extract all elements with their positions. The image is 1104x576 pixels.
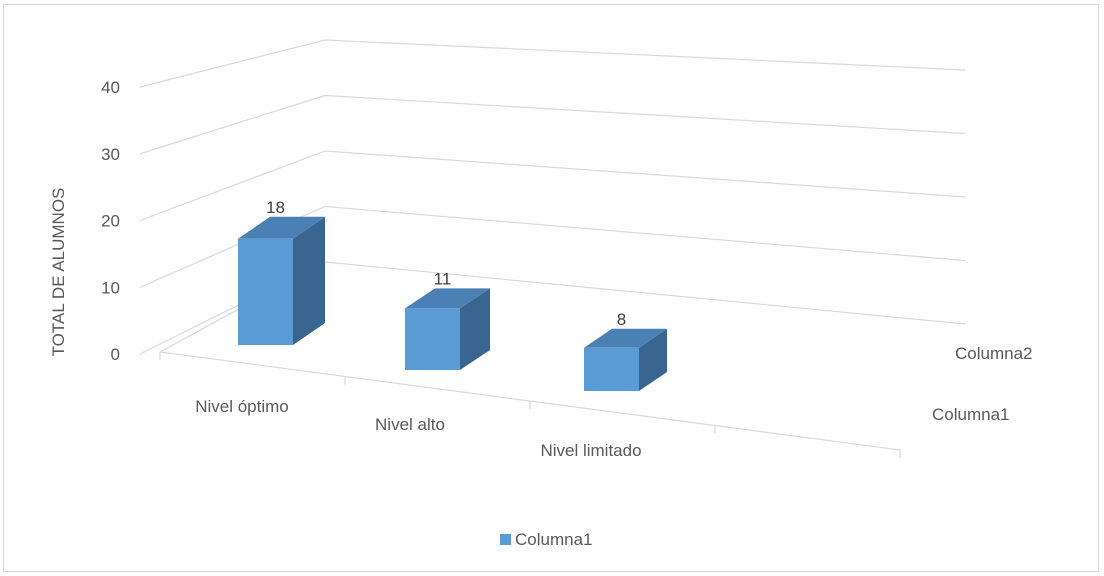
bar-side — [639, 328, 667, 391]
back-gridline — [324, 150, 966, 198]
side-gridline — [139, 39, 326, 88]
data-label: 8 — [617, 310, 626, 329]
data-label: 11 — [434, 269, 452, 288]
back-gridline — [324, 261, 966, 325]
bar-top — [405, 288, 490, 309]
y-tick-label: 30 — [101, 145, 120, 164]
x-tick-label: Nivel limitado — [540, 441, 641, 460]
bar-front — [584, 347, 639, 391]
depth-axis-labels: Columna2 Columna1 — [932, 344, 1033, 424]
y-tick-label: 0 — [111, 345, 120, 364]
bar-side — [293, 216, 325, 345]
data-labels: 18 11 8 — [266, 198, 626, 329]
back-gridline — [324, 39, 966, 71]
y-tick-label: 40 — [101, 78, 120, 97]
x-tick-label: Nivel óptimo — [195, 397, 289, 416]
y-tick-labels: 0 10 20 30 40 — [101, 78, 120, 364]
depth-axis-label: Columna2 — [955, 344, 1033, 363]
bar-top — [584, 328, 667, 348]
legend-label: Columna1 — [515, 530, 593, 549]
chart-frame — [3, 4, 1099, 572]
bar-top — [238, 216, 325, 239]
bar-front — [238, 238, 293, 345]
bars — [238, 216, 667, 391]
y-tick-label: 10 — [101, 278, 120, 297]
x-tick-label: Nivel alto — [375, 415, 445, 434]
y-tick-label: 20 — [101, 212, 120, 231]
y-axis-title: TOTAL DE ALUMNOS — [49, 188, 68, 357]
x-tick-labels: Nivel óptimo Nivel alto Nivel limitado — [195, 397, 641, 460]
legend[interactable]: Columna1 — [500, 530, 593, 549]
side-gridline — [139, 150, 326, 222]
back-gridline — [324, 205, 966, 262]
data-label: 18 — [266, 198, 285, 217]
legend-swatch — [500, 534, 511, 545]
back-gridline — [324, 94, 966, 135]
side-gridline — [139, 94, 326, 155]
bar-front — [405, 308, 460, 370]
bar-side — [460, 288, 490, 370]
depth-axis-label: Columna1 — [932, 405, 1010, 424]
